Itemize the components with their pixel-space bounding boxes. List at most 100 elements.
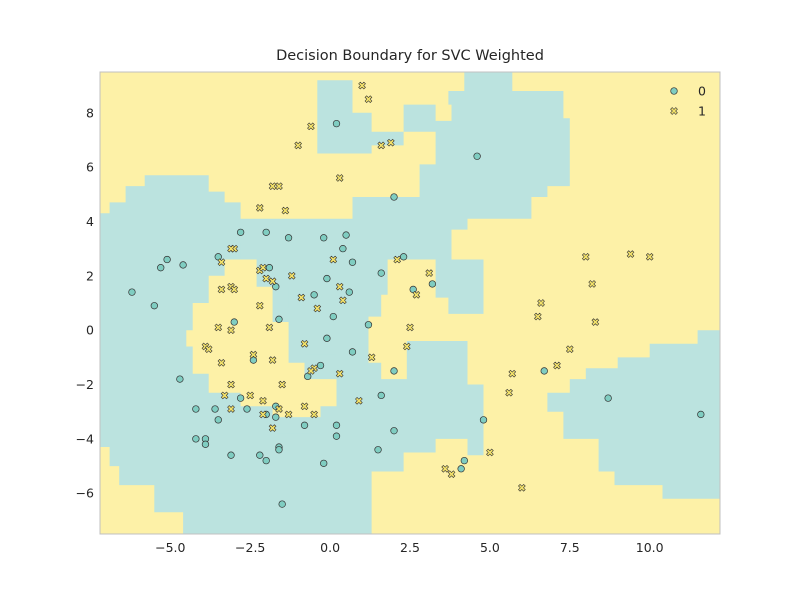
data-point-class-0 xyxy=(278,500,286,508)
data-point-class-1 xyxy=(246,391,255,400)
data-point-class-0 xyxy=(329,312,337,321)
data-point-class-1 xyxy=(217,358,226,367)
data-point-class-0 xyxy=(348,348,357,356)
data-point-class-0 xyxy=(457,465,465,473)
data-point-class-1 xyxy=(204,345,213,354)
data-point-class-1 xyxy=(307,367,315,375)
data-point-class-0 xyxy=(374,446,382,454)
data-point-class-0 xyxy=(236,228,245,236)
data-point-class-1 xyxy=(534,312,542,321)
data-point-class-1 xyxy=(339,296,347,305)
data-point-class-1 xyxy=(335,282,344,291)
y-tick-label: −4 xyxy=(76,431,94,446)
data-point-class-0 xyxy=(192,405,200,413)
data-point-class-1 xyxy=(591,318,600,326)
data-point-class-0 xyxy=(540,367,548,375)
data-point-class-1 xyxy=(287,271,296,280)
data-point-class-1 xyxy=(441,464,449,473)
data-point-class-1 xyxy=(553,361,561,370)
data-point-class-0 xyxy=(320,234,328,242)
x-axis: −5.0 −2.5 0.0 2.5 5.0 7.5 10.0 xyxy=(155,540,664,555)
data-point-class-0 xyxy=(364,321,373,329)
data-point-class-0 xyxy=(163,255,171,264)
data-point-class-0 xyxy=(128,288,136,296)
data-point-class-0 xyxy=(249,356,258,364)
data-point-class-0 xyxy=(243,405,251,413)
data-point-class-1 xyxy=(565,345,574,354)
data-point-class-0 xyxy=(214,416,222,424)
data-point-class-1 xyxy=(300,339,309,348)
data-point-class-0 xyxy=(390,367,398,375)
data-point-class-0 xyxy=(697,410,705,419)
data-point-class-0 xyxy=(236,394,245,402)
data-point-class-1 xyxy=(307,122,315,131)
data-points xyxy=(128,81,705,508)
data-point-class-0 xyxy=(339,244,347,253)
data-point-class-1 xyxy=(227,326,235,335)
data-point-class-1 xyxy=(265,323,274,332)
data-point-class-1 xyxy=(588,280,596,288)
data-point-class-0 xyxy=(332,119,341,128)
data-point-class-1 xyxy=(406,323,414,332)
data-point-class-1 xyxy=(255,204,264,212)
data-point-class-0 xyxy=(211,405,219,413)
data-point-class-1 xyxy=(227,405,235,413)
data-point-class-0 xyxy=(272,283,280,291)
data-point-class-1 xyxy=(294,141,302,150)
x-tick-label: 2.5 xyxy=(400,540,420,555)
data-point-class-0 xyxy=(262,228,270,236)
data-point-class-0 xyxy=(345,288,353,296)
data-point-class-1 xyxy=(358,81,366,90)
data-point-class-0 xyxy=(473,152,481,160)
data-point-class-0 xyxy=(275,446,283,454)
data-point-class-1 xyxy=(355,397,363,405)
data-point-class-1 xyxy=(227,380,235,389)
data-point-class-1 xyxy=(297,293,306,302)
data-point-class-1 xyxy=(262,274,271,283)
data-point-class-1 xyxy=(329,255,338,264)
x-tick-label: 10.0 xyxy=(636,540,664,555)
data-point-class-0 xyxy=(157,264,165,272)
data-point-class-1 xyxy=(220,391,229,400)
data-point-class-0 xyxy=(323,274,331,283)
data-point-class-1 xyxy=(217,285,226,294)
data-point-class-1 xyxy=(335,369,344,378)
data-point-class-1 xyxy=(275,405,283,413)
x-tick-label: 7.5 xyxy=(560,540,580,555)
data-point-class-1 xyxy=(508,369,517,378)
y-tick-label: 8 xyxy=(86,105,94,120)
y-tick-label: −6 xyxy=(76,486,94,501)
data-point-class-1 xyxy=(284,410,293,419)
data-point-class-1 xyxy=(268,356,277,364)
plot-frame xyxy=(99,71,721,535)
data-point-class-1 xyxy=(255,301,264,310)
data-point-class-0 xyxy=(227,451,235,459)
data-point-class-0 xyxy=(300,421,309,429)
data-point-class-1 xyxy=(214,323,223,332)
x-tick-label: 0.0 xyxy=(320,540,340,555)
data-point-class-1 xyxy=(486,448,494,457)
data-point-class-1 xyxy=(310,410,318,419)
data-point-class-0 xyxy=(390,193,398,201)
legend-item-0: 0 xyxy=(670,84,706,99)
data-point-class-0 xyxy=(284,234,293,242)
data-point-class-1 xyxy=(300,402,309,411)
data-point-class-1 xyxy=(387,138,395,147)
data-point-class-0 xyxy=(192,435,200,443)
data-point-class-0 xyxy=(150,302,158,310)
data-point-class-0 xyxy=(428,280,437,288)
data-point-class-1 xyxy=(412,291,421,299)
data-point-class-0 xyxy=(179,261,187,269)
y-axis: −6 −4 −2 0 2 4 6 8 xyxy=(76,105,94,500)
data-point-class-1 xyxy=(447,470,456,479)
data-point-class-0 xyxy=(176,375,184,383)
data-point-class-0 xyxy=(275,315,283,323)
y-tick-label: −2 xyxy=(76,377,94,392)
data-point-class-0 xyxy=(460,456,468,465)
data-point-class-0 xyxy=(230,318,238,326)
data-point-class-0 xyxy=(332,421,341,429)
data-point-class-1 xyxy=(425,269,433,277)
data-point-class-0 xyxy=(272,413,280,421)
data-point-class-0 xyxy=(604,394,612,402)
